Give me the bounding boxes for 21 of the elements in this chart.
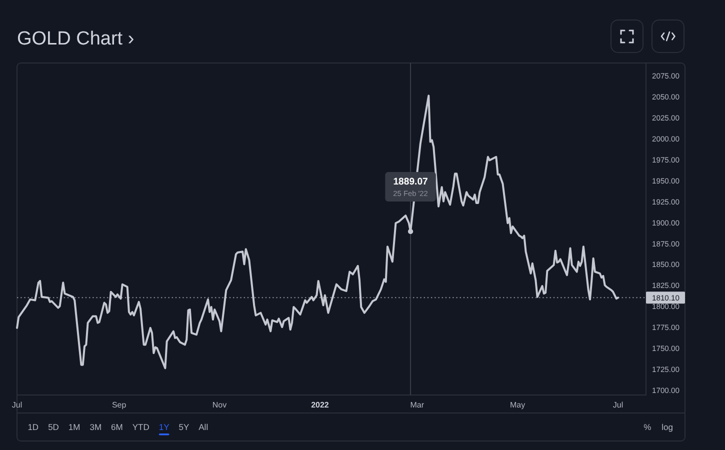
text: %: [644, 422, 652, 432]
text: 3M: [90, 422, 102, 432]
x-tick-label: Jul: [612, 400, 624, 410]
text: All: [198, 422, 208, 432]
text: 1M: [68, 422, 80, 432]
x-tick-label: May: [510, 400, 526, 410]
chart-title: GOLD Chart ›: [17, 28, 134, 50]
x-tick-label: Mar: [410, 400, 424, 410]
x-tick-label: 2022: [311, 400, 330, 410]
text: YTD: [132, 422, 150, 432]
text: 6M: [111, 422, 123, 432]
x-tick-label: Jul: [12, 400, 22, 410]
x-tick-label: Sep: [112, 400, 127, 410]
text: 5Y: [178, 422, 190, 432]
text: 1D: [28, 422, 39, 432]
text: 5D: [48, 422, 59, 432]
text: 1Y: [158, 422, 170, 432]
text: log: [662, 422, 674, 432]
line-series: [16, 94, 620, 370]
annotation: 1889.07: [393, 176, 428, 187]
x-tick-label: Nov: [212, 400, 227, 410]
